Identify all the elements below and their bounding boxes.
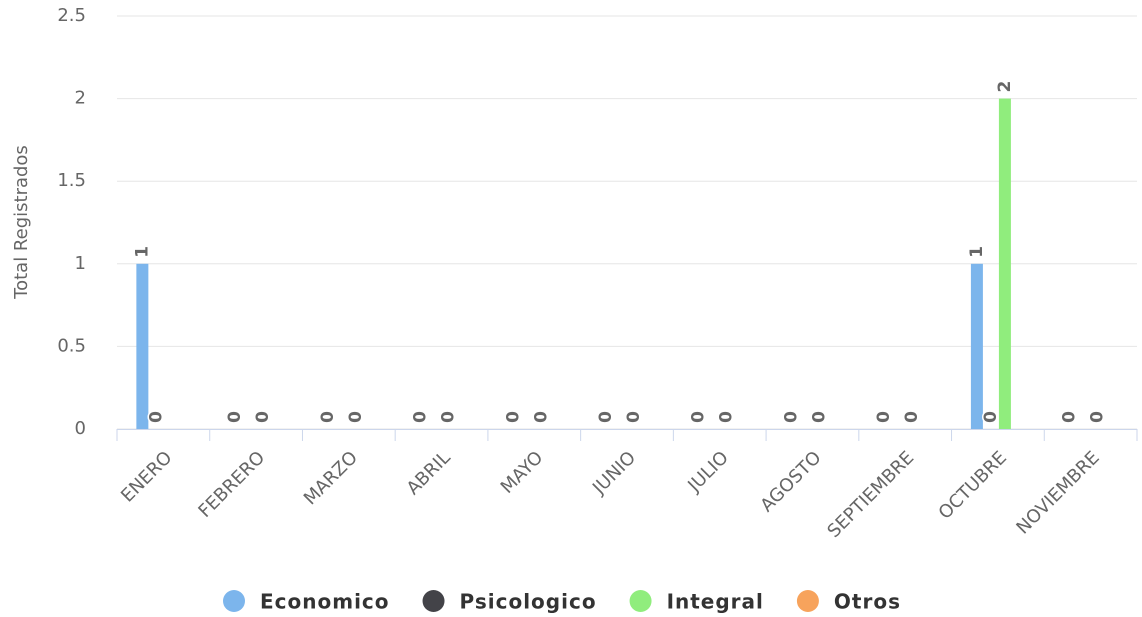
x-tick-label: NOVIEMBRE [1012, 447, 1103, 538]
x-tick-label: FEBRERO [194, 447, 269, 522]
data-label: 0 [531, 411, 551, 423]
bar [970, 263, 983, 429]
data-label: 0 [503, 411, 523, 423]
legend-label: Psicologico [460, 590, 597, 614]
data-label: 0 [1088, 411, 1108, 423]
x-tick-label: SEPTIEMBRE [823, 447, 918, 542]
legend-marker [796, 590, 819, 612]
data-label: 0 [225, 411, 245, 423]
data-label: 0 [1060, 411, 1080, 423]
data-label: 0 [146, 411, 166, 423]
x-tick-label: ENERO [117, 447, 176, 506]
legend-marker [223, 590, 245, 612]
data-label: 0 [318, 411, 338, 423]
x-tick-label: MAYO [497, 447, 548, 498]
data-label: 0 [902, 411, 922, 423]
legend-label: Economico [260, 590, 390, 614]
bar [136, 263, 149, 429]
legend-label: Otros [834, 590, 901, 614]
data-label: 0 [439, 411, 459, 423]
x-tick-label: JUNIO [588, 447, 640, 499]
y-tick-label: 1.5 [57, 170, 86, 191]
data-label: 0 [809, 411, 829, 423]
data-label: 0 [346, 411, 366, 423]
x-tick-label: ABRIL [403, 447, 455, 499]
data-label: 0 [253, 411, 273, 423]
data-label: 0 [411, 411, 431, 423]
data-label: 0 [624, 411, 644, 423]
data-label: 1 [967, 246, 987, 258]
bar [998, 98, 1011, 429]
data-label: 1 [132, 246, 152, 258]
y-tick-label: 2 [75, 88, 86, 109]
legend-marker [629, 590, 652, 612]
legend-marker [422, 590, 445, 612]
data-label: 0 [717, 411, 737, 423]
x-tick-label: JULIO [683, 447, 732, 496]
x-tick-label: MARZO [300, 447, 362, 509]
data-label: 0 [781, 411, 801, 423]
y-tick-label: 0 [75, 418, 86, 439]
y-tick-label: 0.5 [57, 335, 86, 356]
data-label: 2 [995, 81, 1015, 93]
data-label: 0 [874, 411, 894, 423]
x-tick-label: AGOSTO [756, 447, 825, 516]
data-label: 0 [981, 411, 1001, 423]
y-tick-label: 2.5 [57, 5, 86, 26]
data-label: 0 [596, 411, 616, 423]
legend-label: Integral [667, 590, 764, 614]
y-tick-label: 1 [75, 253, 86, 274]
x-tick-label: OCTUBRE [935, 447, 1011, 523]
data-label: 0 [689, 411, 709, 423]
y-axis-title: Total Registrados [11, 145, 32, 300]
